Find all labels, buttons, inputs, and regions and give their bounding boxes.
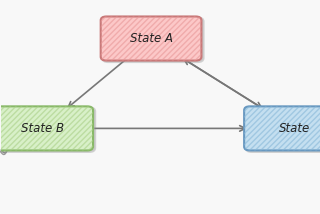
Text: State B: State B <box>21 122 64 135</box>
FancyBboxPatch shape <box>0 108 95 152</box>
Text: State A: State A <box>130 32 172 45</box>
FancyBboxPatch shape <box>101 16 201 61</box>
Text: State: State <box>279 122 310 135</box>
FancyBboxPatch shape <box>103 18 203 62</box>
FancyBboxPatch shape <box>246 108 320 152</box>
FancyBboxPatch shape <box>0 106 93 150</box>
FancyBboxPatch shape <box>244 106 320 150</box>
